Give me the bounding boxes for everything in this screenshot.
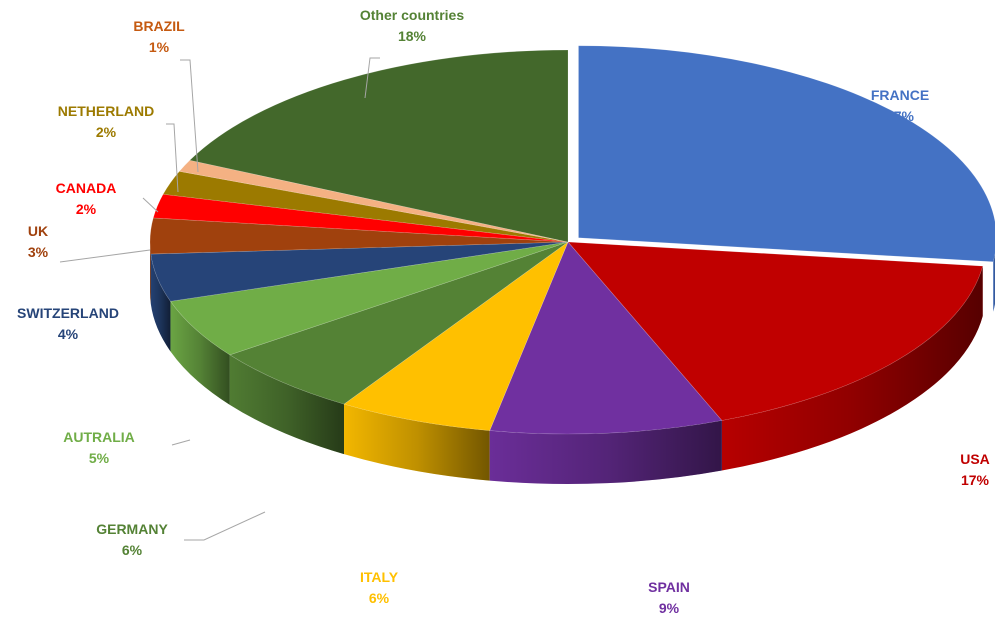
data-label-france: FRANCE 27% <box>871 87 929 124</box>
leader-line-autralia <box>171 439 191 446</box>
data-label-autralia: AUTRALIA 5% <box>63 429 135 466</box>
pie-slice-other-countries <box>189 49 569 243</box>
pie-side-shade <box>489 420 722 485</box>
data-label-italy: ITALY 6% <box>360 569 399 606</box>
pie-slice-autralia <box>169 241 569 356</box>
pie-side-shade <box>150 242 151 305</box>
pie-side-shade <box>150 254 171 352</box>
data-label-switzerland: SWITZERLAND 4% <box>17 305 119 342</box>
pie-slices <box>149 45 995 435</box>
pie-side-shade <box>344 404 490 481</box>
data-label-spain: SPAIN 9% <box>648 579 690 616</box>
pie-slice-germany <box>229 241 569 405</box>
pie-slice-uk <box>149 217 569 255</box>
pie-side-shade <box>170 301 230 405</box>
leader-line-netherland <box>166 123 179 193</box>
pie-slice-spain <box>489 241 723 435</box>
pie-slice-brazil <box>178 159 569 243</box>
pie-side-shade <box>229 354 345 455</box>
data-label-canada: CANADA 2% <box>56 180 117 217</box>
leader-line-canada <box>142 197 159 213</box>
data-labels: FRANCE 27% USA 17% SPAIN 9% ITALY 6% GERMANY 6% AU… <box>17 7 990 616</box>
leader-line-brazil <box>180 59 199 173</box>
pie-side-shade <box>721 266 983 471</box>
pie-slice-usa <box>567 241 984 421</box>
data-label-germany: GERMANY 6% <box>96 521 168 558</box>
pie-slice-italy <box>343 241 569 431</box>
data-label-uk: UK 3% <box>28 223 49 260</box>
pie-slice-france <box>578 45 995 263</box>
leader-line-uk <box>59 249 151 263</box>
pie-slice-netherland <box>162 170 569 243</box>
data-label-netherland: NETHERLAND 2% <box>58 103 154 140</box>
leader-line-other-countries <box>364 57 380 99</box>
data-label-other-countries: Other countries 18% <box>360 7 464 44</box>
data-label-brazil: BRAZIL 1% <box>133 18 185 55</box>
pie-slice-canada <box>152 193 569 243</box>
leader-lines <box>59 57 380 541</box>
leader-line-germany <box>184 511 266 541</box>
data-label-usa: USA 17% <box>960 451 990 488</box>
pie-slice-switzerland <box>150 241 569 302</box>
pie-sides <box>150 242 995 485</box>
